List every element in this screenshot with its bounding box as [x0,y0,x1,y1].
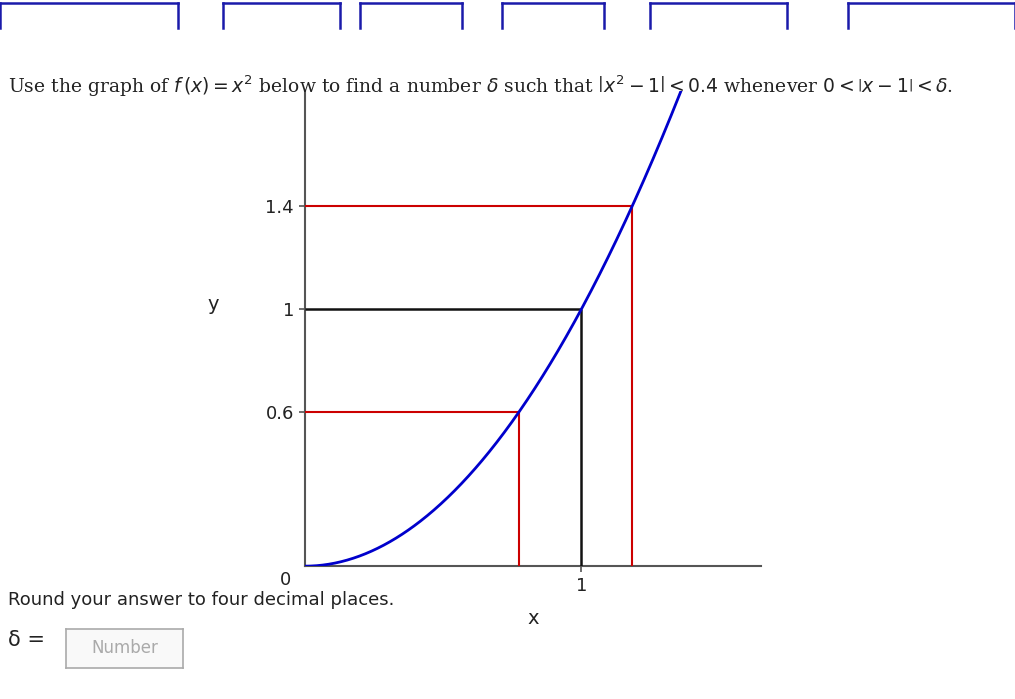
Text: Use the graph of $f\,(x) = x^2$ below to find a number $\delta$ such that $\left: Use the graph of $f\,(x) = x^2$ below to… [8,73,953,99]
Text: x: x [527,609,539,628]
Text: Round your answer to four decimal places.: Round your answer to four decimal places… [8,591,395,609]
Text: Number: Number [91,640,157,657]
Text: 0: 0 [279,571,290,589]
Text: δ =: δ = [8,630,45,649]
Text: y: y [207,295,219,315]
